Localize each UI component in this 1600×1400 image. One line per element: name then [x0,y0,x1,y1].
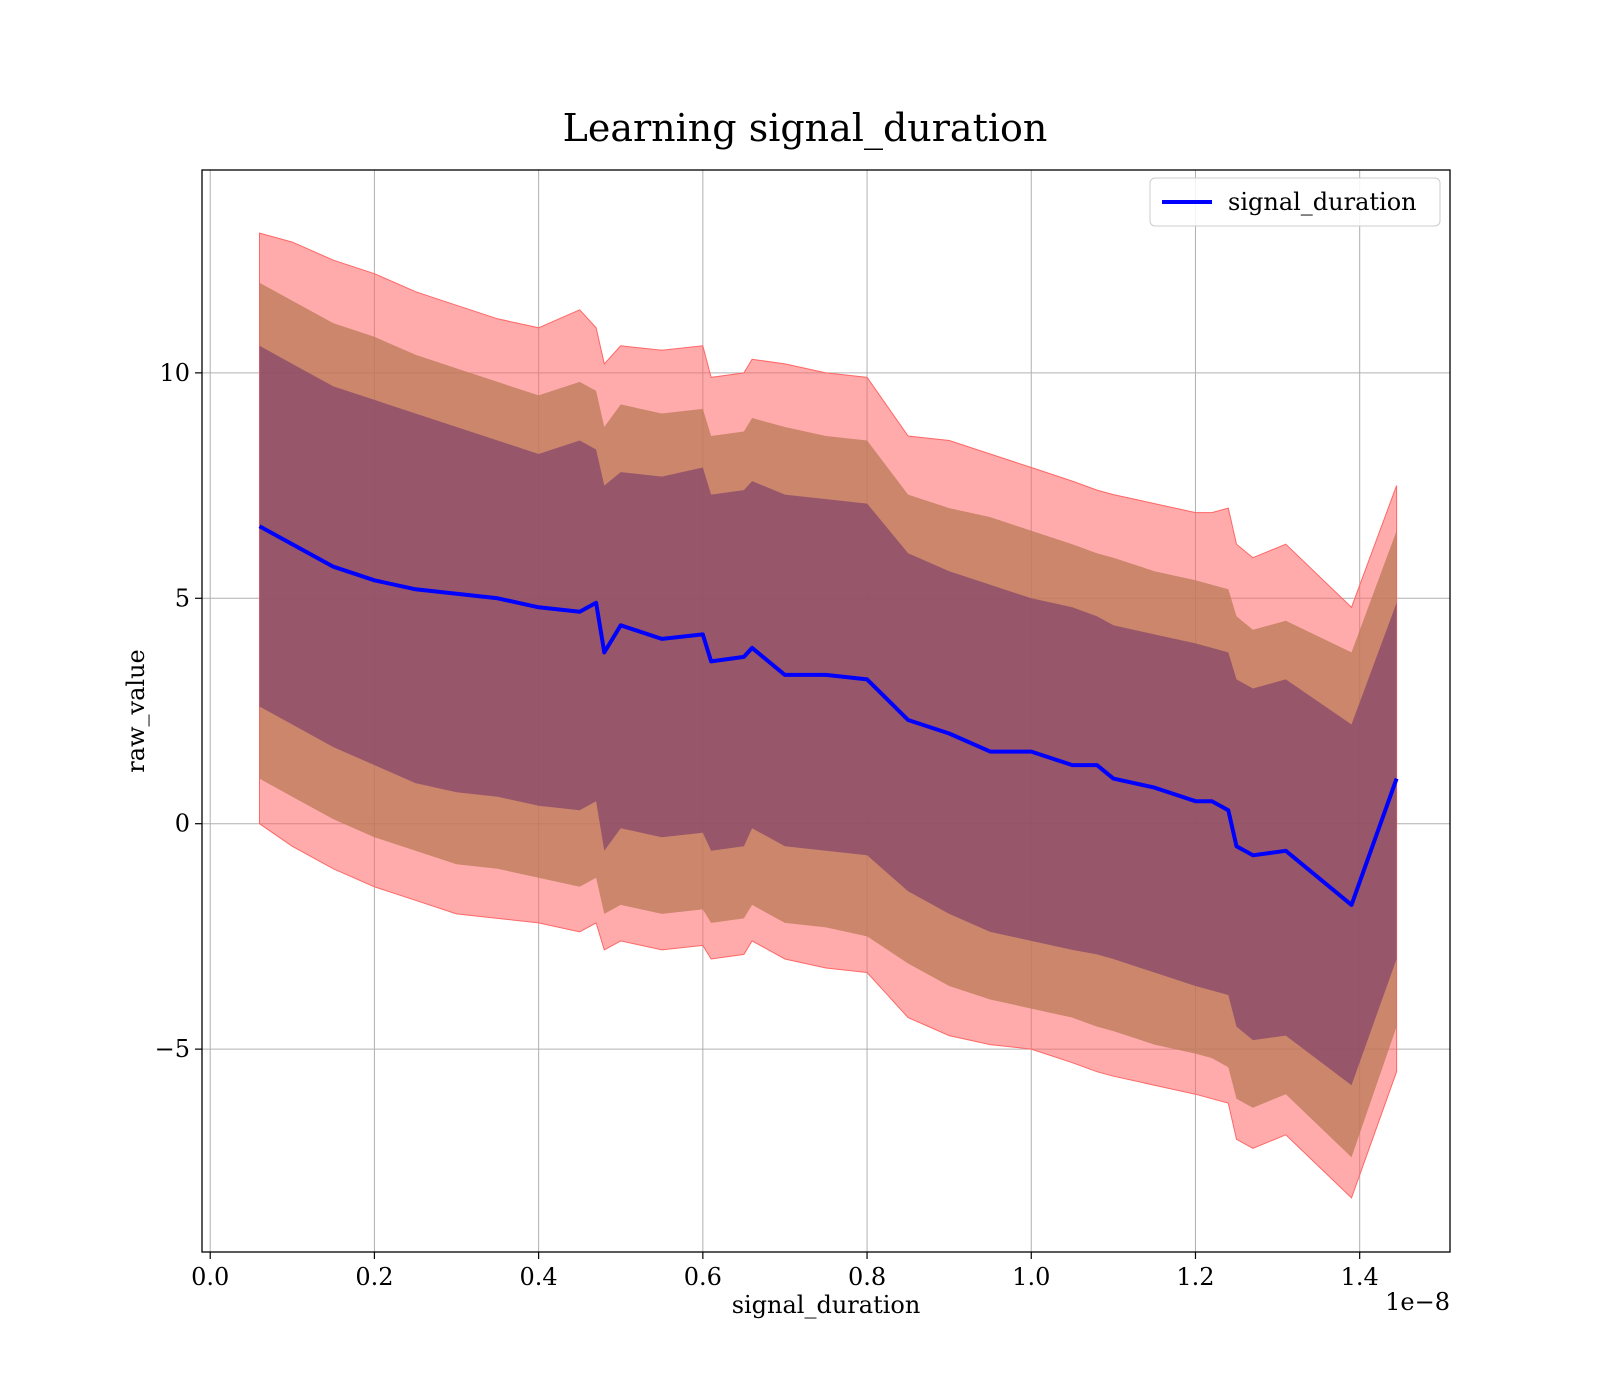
y-tick-label: 10 [159,359,190,387]
x-tick: 0.8 [848,1252,886,1291]
chart-title: Learning signal_duration [563,106,1048,151]
x-axis: 0.0 0.2 0.4 0.6 0.8 1.0 1.2 1.4 [191,1252,1379,1291]
legend-label-signal-duration: signal_duration [1228,188,1417,216]
y-axis: −5 0 5 10 [155,359,202,1063]
y-tick-label: 5 [175,584,190,612]
series-lines [258,524,1399,907]
x-tick-label: 0.2 [355,1263,393,1291]
x-tick: 1.2 [1176,1252,1215,1291]
x-tick-label: 0.6 [684,1263,722,1291]
x-tick-label: 0.0 [191,1263,229,1291]
x-tick-label: 1.0 [1012,1263,1050,1291]
x-tick: 1.4 [1341,1252,1379,1291]
plot-frame [201,169,1451,1253]
x-tick-label: 0.4 [520,1263,558,1291]
x-tick: 0.0 [191,1252,229,1291]
x-axis-offset-label: 1e−8 [1385,1288,1450,1316]
y-axis-label: raw_value [122,649,150,773]
x-tick-label: 1.2 [1176,1263,1214,1291]
y-tick-label: −5 [155,1035,190,1063]
x-axis-label: signal_duration [732,1291,921,1319]
series-line-signal-duration [258,524,1399,907]
y-tick: 5 [175,584,202,612]
confidence-bands [259,232,1398,1199]
x-tick: 0.4 [520,1252,558,1291]
y-tick: −5 [155,1035,202,1063]
band-1-sigma [259,345,1397,1086]
x-tick: 1.0 [1012,1252,1050,1291]
x-tick: 0.2 [355,1252,394,1291]
y-tick-label: 0 [175,810,190,838]
x-tick-label: 0.8 [848,1263,886,1291]
legend: signal_duration [1149,177,1441,227]
legend-box [1149,177,1441,227]
x-tick: 0.6 [684,1252,722,1291]
y-tick: 10 [159,359,202,387]
y-tick: 0 [175,810,202,838]
x-tick-label: 1.4 [1341,1263,1379,1291]
